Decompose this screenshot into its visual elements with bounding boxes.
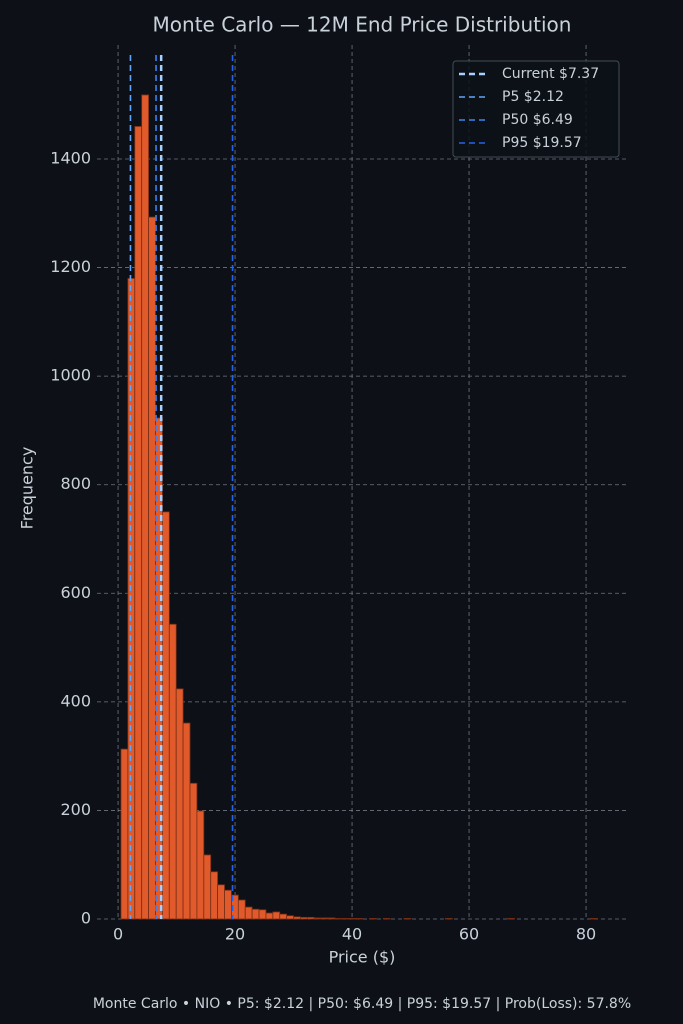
bar — [507, 918, 515, 920]
x-tick-label: 0 — [113, 925, 123, 944]
bar — [300, 916, 308, 920]
bar — [162, 511, 170, 920]
legend-box — [452, 60, 620, 158]
bar — [334, 918, 343, 920]
bar — [320, 917, 329, 920]
x-axis-label: Price ($) — [329, 948, 396, 967]
bar — [306, 916, 315, 920]
legend-label: P5 $2.12 — [502, 89, 564, 105]
bar — [244, 906, 253, 920]
bar — [286, 915, 294, 920]
y-tick-label: 400 — [60, 691, 91, 710]
y-tick-label: 1400 — [50, 149, 91, 168]
bar — [141, 94, 149, 920]
y-tick-label: 600 — [60, 583, 91, 602]
bar — [293, 916, 301, 920]
x-tick-label: 60 — [459, 925, 479, 944]
bar — [369, 918, 377, 920]
bar — [203, 854, 212, 920]
grid — [97, 45, 627, 920]
bar — [182, 722, 191, 920]
bar — [265, 912, 274, 920]
y-tick-label: 0 — [81, 909, 91, 928]
bar — [196, 810, 205, 920]
bar — [445, 918, 453, 920]
bar — [403, 918, 412, 920]
bar — [272, 911, 281, 920]
x-tick-label: 20 — [225, 925, 245, 944]
bar — [148, 216, 156, 920]
bar — [120, 748, 129, 920]
bar — [210, 871, 219, 920]
legend-label: Current $7.37 — [502, 66, 599, 82]
y-tick-label: 200 — [60, 800, 91, 819]
bar — [313, 917, 322, 920]
bar — [341, 918, 350, 920]
bar — [382, 918, 391, 920]
bar — [189, 782, 198, 920]
y-axis-label: Frequency — [18, 447, 37, 530]
chart-title: Monte Carlo — 12M End Price Distribution — [153, 13, 572, 37]
bar — [168, 623, 177, 920]
bar — [589, 918, 598, 920]
legend-label: P95 $19.57 — [502, 135, 582, 151]
x-tick-label: 80 — [576, 925, 596, 944]
bar — [127, 278, 136, 920]
bar — [237, 899, 246, 920]
x-tick-label: 40 — [342, 925, 362, 944]
bar — [224, 889, 232, 920]
bar — [279, 913, 288, 920]
bar — [348, 918, 357, 920]
bar — [251, 908, 260, 920]
y-tick-label: 1200 — [50, 257, 91, 276]
legend-label: P50 $6.49 — [502, 112, 573, 128]
y-tick-label: 1000 — [50, 366, 91, 385]
bar — [258, 909, 267, 920]
bar — [327, 917, 336, 920]
bar — [134, 126, 143, 920]
y-tick-label: 800 — [60, 474, 91, 493]
footer: Monte Carlo • NIO • P5: $2.12 | P50: $6.… — [93, 996, 631, 1012]
bar — [175, 688, 184, 920]
bar — [355, 918, 363, 920]
bar — [217, 884, 225, 920]
